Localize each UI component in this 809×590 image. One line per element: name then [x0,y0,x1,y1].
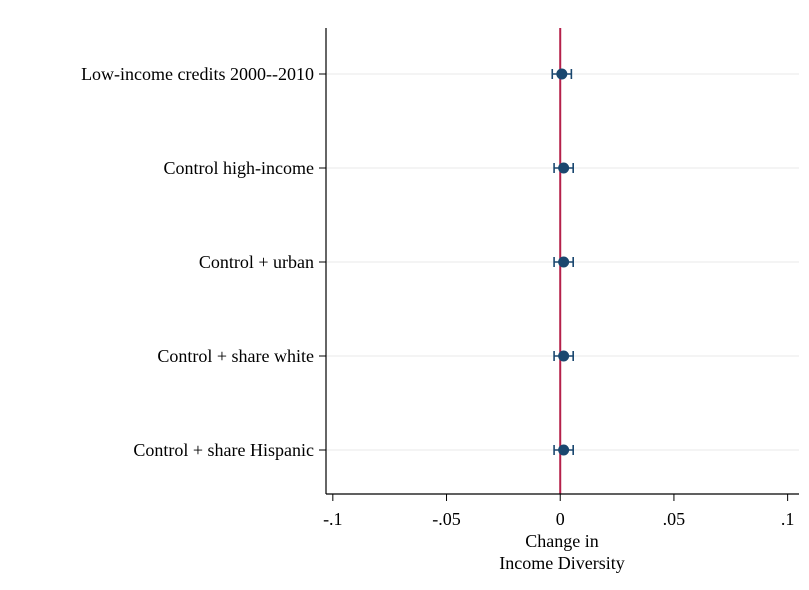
estimate-row [553,350,574,362]
x-tick-label: -.1 [323,509,343,529]
x-tick-label: .1 [781,509,795,529]
axes [325,28,799,495]
y-axis-labels: Low-income credits 2000--2010 Control hig… [81,64,314,460]
y-tick-label: Control + urban [199,252,314,272]
estimate-point [558,256,570,268]
estimate-point [558,162,570,174]
estimate-point [556,68,568,80]
x-axis-title-line-1: Change in [525,531,599,551]
estimate-row [553,162,574,174]
y-tick-label: Control + share Hispanic [133,440,314,460]
x-tick-label: .05 [663,509,686,529]
y-axis-ticks [319,73,326,451]
x-axis-labels: -.1 -.05 0 .05 .1 [323,509,794,529]
estimate-row [553,256,574,268]
x-tick-label: -.05 [432,509,461,529]
y-tick-label: Control + share white [157,346,314,366]
y-tick-label: Low-income credits 2000--2010 [81,64,314,84]
y-tick-label: Control high-income [164,158,314,178]
x-tick-label: 0 [556,509,565,529]
estimate-point [558,444,570,456]
x-axis-title-line-2: Income Diversity [499,553,624,573]
estimate-row [553,444,574,456]
estimate-point [558,350,570,362]
estimates-series [551,68,574,456]
estimate-row [551,68,573,80]
x-axis-ticks [332,494,789,501]
